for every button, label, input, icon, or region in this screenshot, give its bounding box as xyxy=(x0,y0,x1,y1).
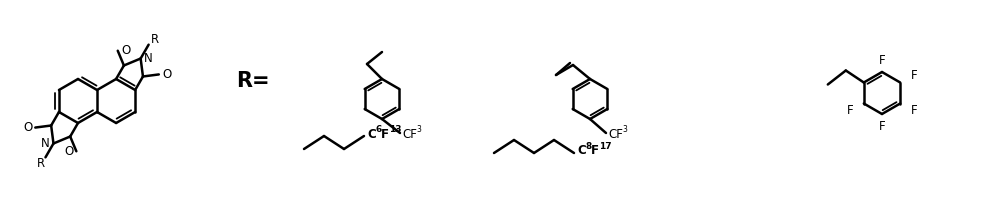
Text: 13: 13 xyxy=(389,125,402,134)
Text: F: F xyxy=(847,104,853,117)
Text: 6: 6 xyxy=(375,125,381,134)
Text: F: F xyxy=(911,104,917,117)
Text: CF: CF xyxy=(608,127,623,141)
Text: C: C xyxy=(577,145,586,157)
Text: C: C xyxy=(367,127,376,141)
Text: F: F xyxy=(879,54,885,66)
Text: 8: 8 xyxy=(585,142,591,151)
Text: F: F xyxy=(381,127,389,141)
Text: N: N xyxy=(144,52,153,65)
Text: 3: 3 xyxy=(416,125,421,134)
Text: R: R xyxy=(36,157,45,170)
Text: F: F xyxy=(911,69,917,82)
Text: O: O xyxy=(24,121,33,134)
Text: 3: 3 xyxy=(622,125,627,134)
Text: F: F xyxy=(591,145,599,157)
Text: F: F xyxy=(879,119,885,133)
Text: R: R xyxy=(151,33,159,46)
Text: 17: 17 xyxy=(599,142,612,151)
Text: CF: CF xyxy=(402,127,417,141)
Text: O: O xyxy=(65,145,74,158)
Text: O: O xyxy=(121,44,130,57)
Text: N: N xyxy=(41,137,50,150)
Text: O: O xyxy=(162,68,171,81)
Text: R=: R= xyxy=(236,71,270,91)
